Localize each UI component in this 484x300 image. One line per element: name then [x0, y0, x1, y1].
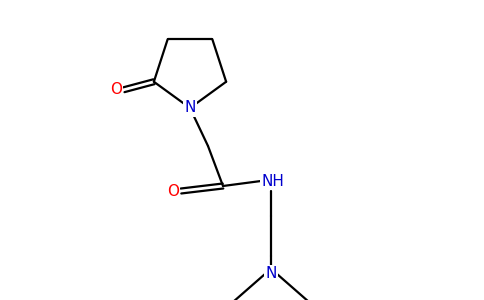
Text: NH: NH — [261, 173, 285, 188]
Text: N: N — [184, 100, 196, 116]
Text: N: N — [265, 266, 277, 281]
Text: O: O — [167, 184, 179, 199]
Text: O: O — [110, 82, 122, 97]
